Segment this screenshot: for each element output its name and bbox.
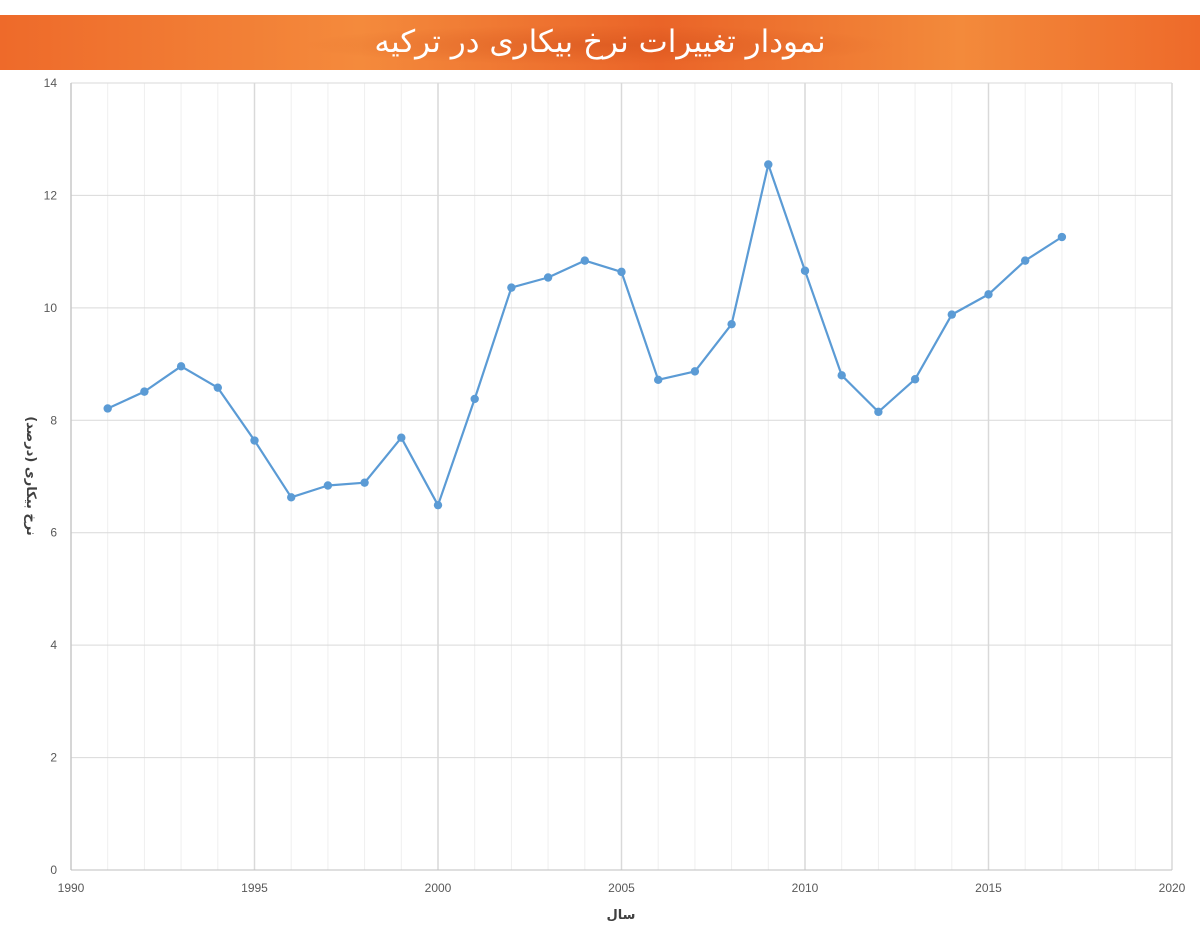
data-point — [470, 394, 479, 404]
data-point — [764, 160, 773, 169]
y-tick-label: 14 — [44, 76, 58, 90]
x-tick-label: 2020 — [1159, 881, 1186, 895]
title-banner: نمودار تغییرات نرخ بیکاری در ترکیه — [0, 15, 1200, 70]
y-tick-label: 10 — [44, 301, 58, 315]
y-tick-label: 4 — [50, 638, 57, 652]
data-point — [727, 319, 736, 329]
x-tick-label: 2010 — [792, 881, 819, 895]
data-point — [947, 310, 956, 319]
y-tick-label: 0 — [50, 863, 57, 877]
data-point — [250, 436, 259, 445]
x-tick-label: 1995 — [241, 881, 268, 895]
data-point — [140, 387, 149, 396]
data-series — [103, 160, 1067, 510]
data-point — [433, 500, 443, 510]
y-tick-label: 2 — [50, 751, 57, 765]
x-tick-label: 1990 — [58, 881, 85, 895]
data-point — [654, 375, 663, 385]
x-tick-label: 2005 — [608, 881, 635, 895]
data-point — [507, 283, 516, 292]
x-tick-label: 2000 — [425, 881, 452, 895]
x-axis-ticks: 1990 1995 2000 2005 2010 2015 2020 — [58, 881, 1186, 895]
data-point — [360, 478, 369, 487]
y-axis-ticks: 0 2 4 6 8 10 12 14 — [44, 76, 58, 877]
y-axis-label: نرخ بیکاری (درصد) — [23, 416, 38, 536]
data-point — [287, 493, 296, 502]
data-point — [213, 383, 222, 392]
data-point — [176, 362, 186, 371]
data-point — [984, 290, 993, 299]
y-tick-label: 6 — [50, 526, 57, 540]
data-point — [580, 256, 589, 265]
data-point — [910, 375, 920, 384]
grid-lines — [70, 82, 1173, 871]
data-point — [617, 267, 626, 277]
data-point — [800, 266, 810, 275]
data-point — [543, 273, 553, 282]
x-tick-label: 2015 — [975, 881, 1002, 895]
y-tick-label: 12 — [44, 188, 58, 202]
data-point — [874, 407, 883, 417]
y-tick-label: 8 — [50, 413, 57, 427]
data-point — [397, 433, 406, 442]
data-point — [103, 404, 112, 413]
data-point — [690, 367, 700, 376]
chart-title: نمودار تغییرات نرخ بیکاری در ترکیه — [374, 24, 826, 60]
data-point — [837, 371, 846, 380]
data-point — [323, 481, 333, 490]
data-point — [1020, 256, 1030, 265]
data-point — [1057, 232, 1067, 242]
x-axis-label: سال — [607, 908, 636, 923]
